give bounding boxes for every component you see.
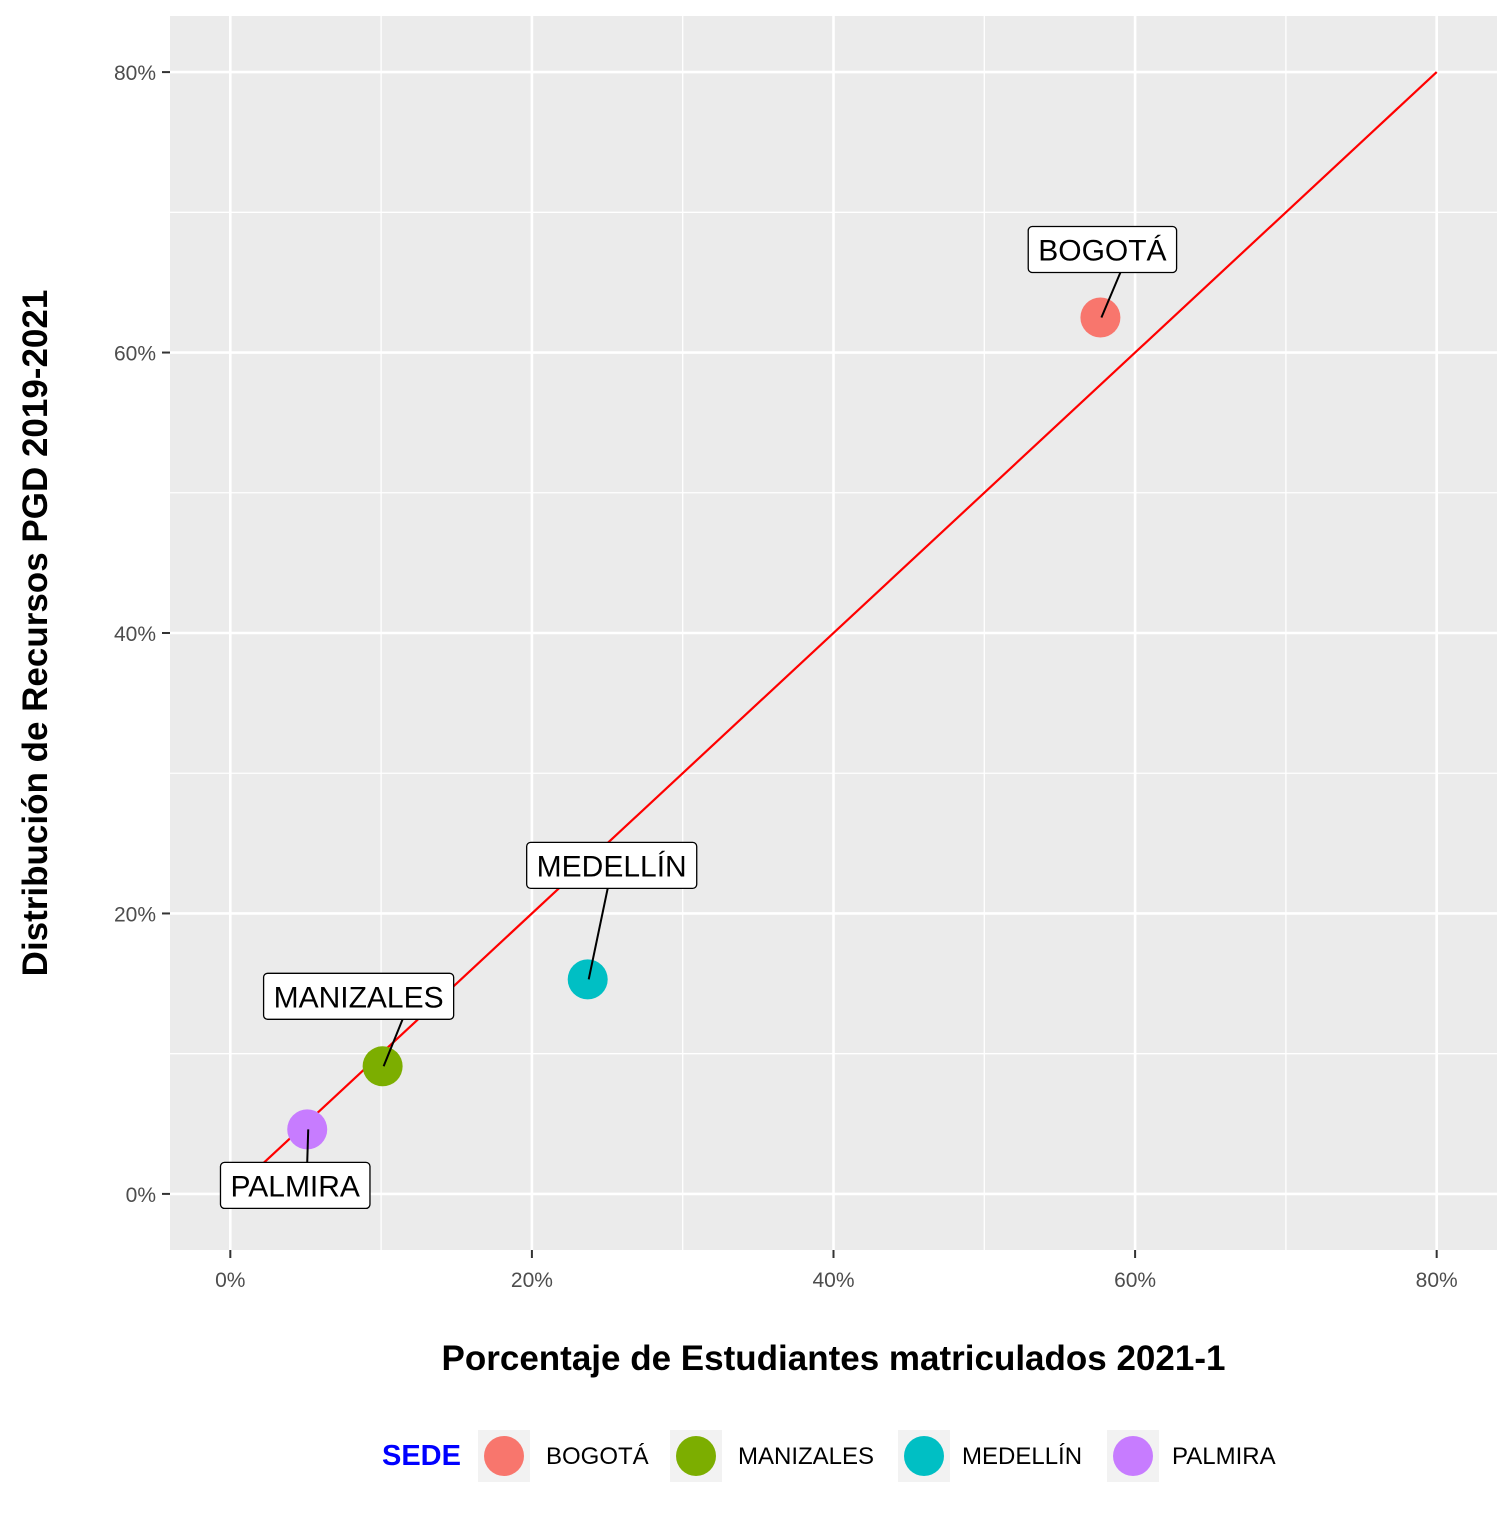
label-connector [587, 888, 609, 980]
legend-label: MEDELLÍN [962, 1443, 1082, 1470]
point-label-box [262, 972, 455, 1020]
legend-swatch [904, 1436, 944, 1476]
legend-label: PALMIRA [1172, 1443, 1276, 1470]
label-connector [306, 1129, 310, 1163]
y-tick-label: 0% [126, 1184, 156, 1207]
y-tick-label: 80% [114, 62, 156, 85]
point-label-group: MANIZALES [262, 972, 455, 1020]
y-axis-title: Distribución de Recursos PGD 2019-2021 [16, 290, 55, 977]
y-tick-label: 60% [114, 343, 156, 366]
point-label: BOGOTÁ [1038, 234, 1166, 267]
point-label: MANIZALES [274, 981, 444, 1014]
x-tick-label: 80% [1416, 1269, 1458, 1292]
x-axis-title: Porcentaje de Estudiantes matriculados 2… [442, 1339, 1226, 1378]
point-label-box [1027, 225, 1178, 274]
point-label: MEDELLÍN [537, 850, 687, 883]
y-tick-label: 20% [114, 903, 156, 926]
legend-swatch [1113, 1436, 1153, 1476]
legend-label: MANIZALES [738, 1443, 874, 1470]
point-label-group: PALMIRA [219, 1161, 371, 1210]
point-label: PALMIRA [230, 1170, 359, 1203]
data-point [567, 959, 608, 1000]
label-connector [1100, 272, 1122, 318]
x-tick-label: 40% [812, 1269, 854, 1292]
legend-swatch [676, 1436, 716, 1476]
label-connector [382, 1018, 404, 1067]
point-label-box [526, 841, 698, 890]
legend-swatch [484, 1436, 524, 1476]
y-tick-label: 40% [114, 623, 156, 646]
point-label-group: BOGOTÁ [1027, 225, 1178, 274]
x-tick-label: 0% [215, 1269, 245, 1292]
data-point [362, 1046, 403, 1087]
legend-label: BOGOTÁ [546, 1443, 649, 1470]
reference-line [259, 71, 1438, 1167]
x-tick-label: 60% [1114, 1269, 1156, 1292]
point-label-group: MEDELLÍN [526, 841, 698, 890]
data-point [1080, 297, 1121, 338]
x-tick-label: 20% [511, 1269, 553, 1292]
point-label-box [219, 1161, 371, 1210]
legend-title: SEDE [382, 1440, 461, 1472]
